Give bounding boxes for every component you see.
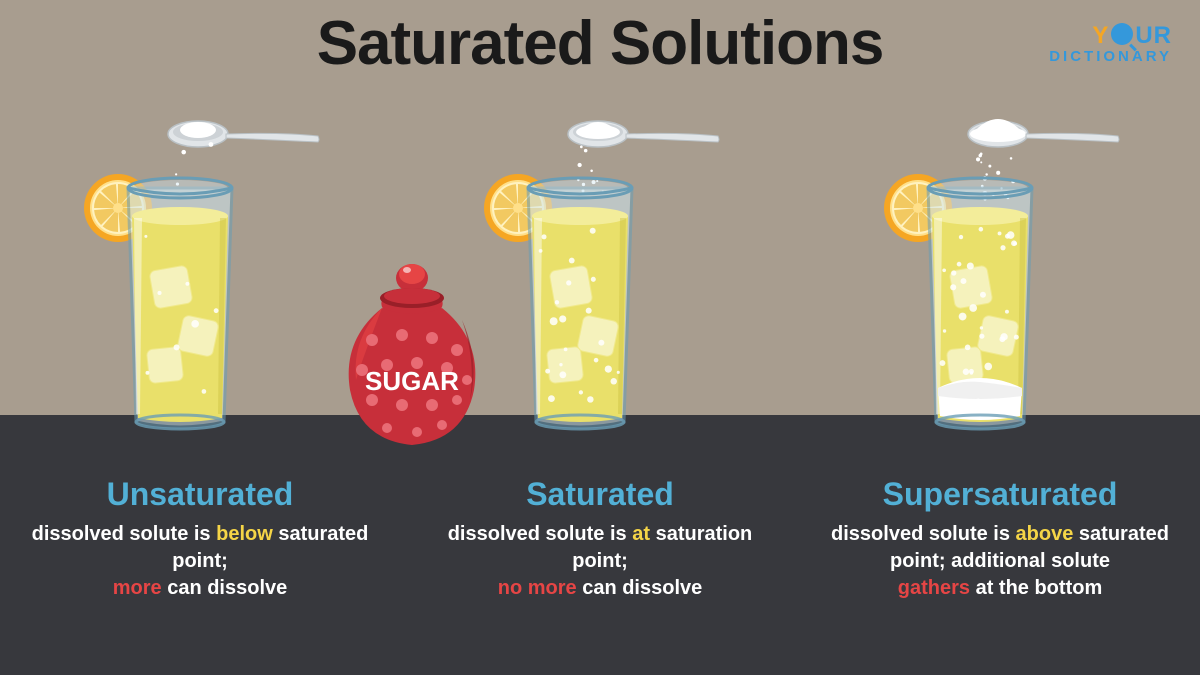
glass-illustration bbox=[900, 128, 1100, 458]
logo-your: YUR bbox=[1049, 22, 1172, 50]
column-title: Unsaturated bbox=[20, 476, 380, 513]
column-title: Supersaturated bbox=[820, 476, 1180, 513]
column-supersaturated: Supersaturated dissolved solute is above … bbox=[800, 98, 1200, 675]
main-title: Saturated Solutions bbox=[317, 8, 884, 79]
glass-illustration bbox=[500, 128, 700, 458]
sugar-label: SUGAR bbox=[365, 366, 459, 396]
spoon-icon bbox=[968, 119, 1119, 147]
column-description: dissolved solute is at saturation point;… bbox=[420, 521, 780, 602]
glass-icon bbox=[128, 178, 232, 429]
spoon-icon bbox=[568, 121, 719, 147]
label-block: Saturated dissolved solute is at saturati… bbox=[400, 476, 800, 602]
spoon-icon bbox=[168, 121, 319, 147]
column-description: dissolved solute is above saturated poin… bbox=[820, 521, 1180, 602]
glass-illustration bbox=[100, 128, 300, 458]
label-block: Supersaturated dissolved solute is above … bbox=[800, 476, 1200, 602]
column-description: dissolved solute is below saturated poin… bbox=[20, 521, 380, 602]
glass-icon bbox=[928, 178, 1032, 429]
columns-container: Unsaturated dissolved solute is below sat… bbox=[0, 98, 1200, 675]
sugar-bowl: SUGAR bbox=[332, 260, 492, 450]
magnifier-icon bbox=[1111, 23, 1133, 45]
brand-logo: YUR DICTIONARY bbox=[1049, 22, 1172, 65]
glass-icon bbox=[528, 178, 632, 429]
label-block: Unsaturated dissolved solute is below sat… bbox=[0, 476, 400, 602]
logo-dictionary: DICTIONARY bbox=[1049, 48, 1172, 65]
column-title: Saturated bbox=[420, 476, 780, 513]
